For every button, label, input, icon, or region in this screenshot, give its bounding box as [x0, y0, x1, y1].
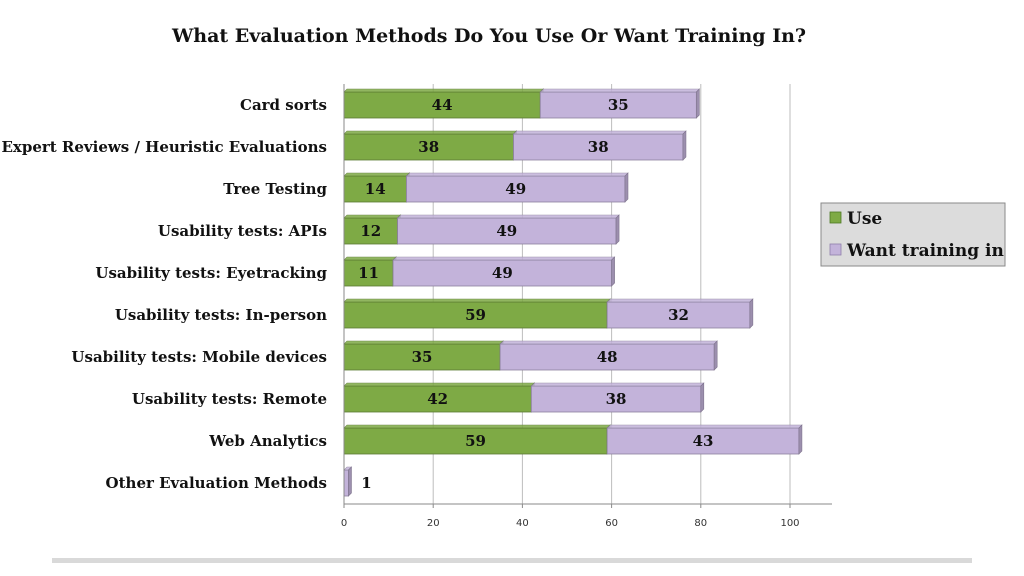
category-label: Usability tests: Eyetracking	[95, 264, 327, 282]
bar-segment	[406, 175, 626, 203]
data-label: 35	[412, 348, 433, 366]
category-label: Usability tests: Mobile devices	[71, 348, 327, 366]
bar-top-face	[343, 130, 518, 135]
data-label: 38	[606, 390, 627, 408]
bar-segment	[343, 427, 608, 455]
bar-side-face	[713, 340, 718, 371]
data-label: 35	[608, 96, 629, 114]
data-label: 49	[492, 264, 513, 282]
bar-side-face	[624, 172, 629, 203]
data-label: 43	[693, 432, 714, 450]
bar-side-face	[611, 256, 615, 287]
bar-side-face	[798, 424, 803, 455]
category-label: Usability tests: Remote	[132, 390, 327, 408]
bar-top-face	[343, 298, 611, 303]
data-label: 32	[668, 306, 689, 324]
data-label: 12	[360, 222, 381, 240]
bar-segment	[392, 259, 612, 287]
category-label: Expert Reviews / Heuristic Evaluations	[1, 138, 327, 156]
data-label: 42	[427, 390, 448, 408]
bar-side-face	[615, 214, 620, 245]
x-tick-label: 0	[341, 518, 347, 529]
bar-segment	[343, 217, 398, 245]
data-label: 48	[597, 348, 618, 366]
data-label: 38	[418, 138, 439, 156]
x-tick-label: 100	[780, 518, 799, 529]
legend-swatch-use	[829, 211, 842, 224]
bar-top-face	[343, 340, 504, 345]
bar-side-face	[696, 88, 700, 119]
bar-top-face	[539, 88, 701, 93]
category-label: Other Evaluation Methods	[106, 474, 327, 492]
bar-top-face	[512, 130, 687, 135]
x-tick-label: 80	[694, 518, 707, 529]
bar-segment	[343, 91, 541, 119]
data-label: 49	[496, 222, 517, 240]
bottom-divider	[52, 558, 972, 563]
bar-top-face	[396, 214, 620, 219]
bar-side-face	[348, 466, 352, 497]
bar-top-face	[606, 424, 803, 429]
bar-top-face	[343, 256, 397, 261]
category-label: Usability tests: In-person	[115, 306, 327, 324]
bar-top-face	[392, 256, 616, 261]
bar-top-face	[530, 382, 705, 387]
bar-segment	[513, 133, 684, 161]
legend-label-use: Use	[847, 209, 882, 229]
bar-top-face	[343, 382, 536, 387]
chart-title: What Evaluation Methods Do You Use Or Wa…	[171, 25, 806, 47]
category-label: Usability tests: APIs	[158, 222, 327, 240]
category-label: Tree Testing	[223, 180, 327, 198]
data-label: 1	[361, 474, 371, 492]
bar-top-face	[606, 298, 754, 303]
x-tick-label: 60	[605, 518, 618, 529]
bar-top-face	[499, 340, 718, 345]
category-label: Web Analytics	[208, 432, 327, 450]
bar-side-face	[749, 298, 754, 329]
data-label: 59	[465, 432, 486, 450]
bar-segment	[343, 175, 407, 203]
plot-area: 44 35 Card sorts 38 38 Expert Reviews / Heuri…	[1, 84, 832, 529]
legend-box	[820, 202, 1006, 267]
legend-swatch-want-training	[829, 243, 842, 256]
data-label: 59	[465, 306, 486, 324]
bar-top-face	[343, 172, 411, 177]
category-label: Card sorts	[240, 96, 327, 114]
legend-label-want-training: Want training in	[846, 241, 1004, 261]
bar-segment	[539, 91, 697, 119]
data-label: 11	[358, 264, 379, 282]
bar-top-face	[405, 172, 629, 177]
bar-top-face	[343, 424, 611, 429]
data-label: 44	[432, 96, 453, 114]
bar-top-face	[343, 214, 402, 219]
x-tick-label: 20	[427, 518, 440, 529]
data-label: 49	[505, 180, 526, 198]
bar-side-face	[700, 382, 705, 413]
bar-segment	[343, 259, 394, 287]
bar-side-face	[682, 130, 687, 161]
bar-top-face	[343, 88, 544, 93]
legend: Use Want training in	[820, 202, 1006, 267]
data-label: 38	[588, 138, 609, 156]
x-tick-label: 40	[516, 518, 529, 529]
bar-segment	[343, 469, 349, 497]
data-label: 14	[365, 180, 386, 198]
bar-segment	[606, 427, 800, 455]
